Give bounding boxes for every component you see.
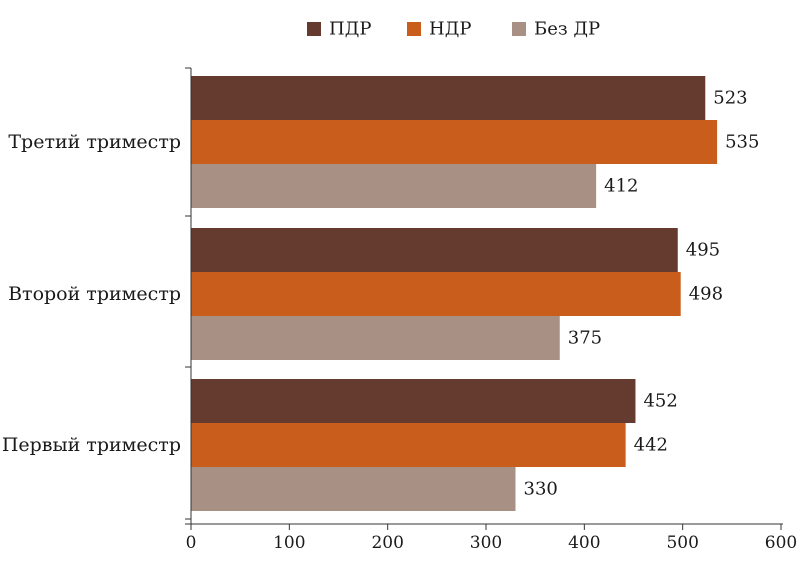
value-label: 452: [643, 391, 677, 412]
category-label: Первый триместр: [2, 434, 181, 456]
x-tick-label: 400: [568, 533, 600, 553]
bar-НДР-1: [191, 272, 681, 316]
x-tick-label: 500: [666, 533, 698, 553]
value-label: 495: [686, 240, 720, 261]
bar-Без-ДР-0: [191, 164, 597, 208]
bar-ПДР-1: [191, 228, 678, 272]
x-tick-label: 300: [470, 533, 502, 553]
x-tick-label: 0: [186, 533, 197, 553]
legend-label: Без ДР: [534, 19, 600, 40]
value-label: 535: [725, 132, 759, 153]
value-label: 498: [689, 284, 723, 305]
category-label: Третий триместр: [8, 131, 181, 153]
bar-ПДР-0: [191, 76, 706, 120]
legend-swatch: [307, 22, 321, 36]
legend-label: ПДР: [329, 19, 371, 40]
bars-group: 523 535 412 495 498 375 452 442 330: [191, 76, 759, 511]
x-tick-label: 200: [371, 533, 403, 553]
bar-ПДР-2: [191, 379, 636, 423]
x-tick-label: 600: [765, 533, 797, 553]
legend-swatch: [512, 22, 526, 36]
x-tick-label: 100: [273, 533, 305, 553]
legend-label: НДР: [429, 19, 471, 40]
category-label: Второй триместр: [8, 283, 181, 305]
legend-swatch: [407, 22, 421, 36]
value-label: 375: [568, 328, 602, 349]
value-label: 442: [634, 435, 668, 456]
bar-НДР-2: [191, 423, 626, 467]
bar-Без-ДР-2: [191, 467, 516, 511]
bar-Без-ДР-1: [191, 316, 560, 360]
legend: ПДР НДР Без ДР: [307, 19, 600, 40]
axes-group: Третий триместр Второй триместр Первый три…: [2, 67, 797, 553]
value-label: 412: [604, 176, 638, 197]
value-label: 523: [713, 88, 747, 109]
value-label: 330: [524, 479, 558, 500]
bar-НДР-0: [191, 120, 718, 164]
